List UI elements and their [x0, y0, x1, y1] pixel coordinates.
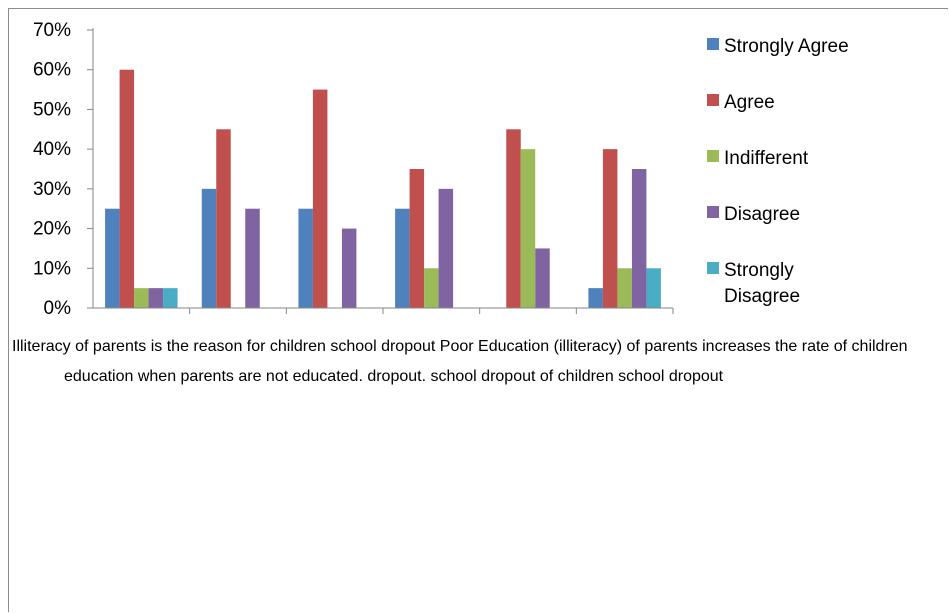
x-category-label-line: education when parents are not educated.…: [64, 368, 724, 385]
bar-disagree-6: [631, 169, 647, 308]
legend-swatch-disagree: [707, 206, 719, 218]
bar-strongly-agree-2: [201, 188, 217, 308]
bar-indifferent-6: [617, 268, 632, 308]
x-axis-ticks: [189, 308, 674, 314]
bar-strongly-agree-4: [395, 208, 410, 308]
legend-swatch-indifferent: [707, 150, 719, 162]
y-tick-label: 40%: [33, 139, 71, 160]
legend-label: Indifferent: [724, 148, 809, 169]
bar-indifferent-5: [520, 149, 536, 308]
chart-frame: [8, 8, 948, 612]
legend: Strongly Agree Agree Indifferent Disagree St…: [707, 36, 849, 307]
y-tick-label: 60%: [33, 60, 71, 81]
y-tick-label: 30%: [33, 179, 71, 200]
bar-strongly-agree-6: [588, 288, 603, 308]
legend-label: Disagree: [724, 286, 800, 307]
bar-disagree-1: [148, 288, 164, 308]
x-axis-category-labels: Illiteracy of parents is the reason for …: [12, 338, 908, 385]
legend-label: Agree: [724, 92, 775, 113]
bar-indifferent-1: [134, 288, 149, 308]
legend-label: Strongly: [724, 260, 794, 281]
y-tick-label: 70%: [33, 20, 71, 41]
bar-disagree-3: [341, 228, 357, 308]
legend-label: Disagree: [724, 204, 800, 225]
legend-swatch-strongly-disagree: [707, 262, 719, 274]
bar-agree-5: [506, 129, 521, 308]
bar-agree-3: [312, 89, 328, 308]
bar-disagree-5: [535, 248, 550, 308]
y-tick-label: 10%: [33, 258, 71, 279]
bar-agree-1: [119, 69, 135, 308]
bar-agree-2: [216, 129, 231, 308]
bar-strongly-agree-3: [298, 208, 313, 308]
y-axis-ticks: 0% 10% 20% 30% 40% 50% 60% 70%: [33, 20, 93, 319]
legend-label: Strongly Agree: [724, 36, 849, 57]
bar-disagree-2: [245, 208, 260, 308]
legend-swatch-strongly-agree: [707, 38, 719, 50]
bar-agree-4: [409, 169, 425, 308]
bar-strongly-disagree-6: [646, 268, 661, 308]
bar-strongly-disagree-1: [163, 288, 178, 308]
legend-swatch-agree: [707, 94, 719, 106]
y-tick-label: 50%: [33, 99, 71, 120]
bar-disagree-4: [438, 188, 454, 308]
bar-indifferent-4: [424, 268, 439, 308]
x-category-label-line: Illiteracy of parents is the reason for …: [12, 338, 908, 355]
y-tick-label: 20%: [33, 219, 71, 240]
bars: [105, 69, 661, 308]
bar-strongly-agree-1: [105, 208, 120, 308]
y-tick-label: 0%: [44, 298, 72, 319]
bar-agree-6: [602, 149, 618, 308]
